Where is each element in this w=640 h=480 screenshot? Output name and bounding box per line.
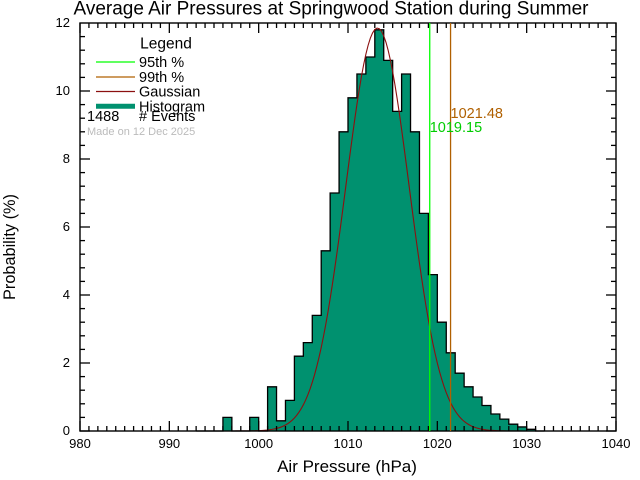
svg-text:95th %: 95th % (139, 55, 184, 71)
svg-text:Air Pressure (hPa): Air Pressure (hPa) (277, 457, 417, 476)
svg-text:Made on 12 Dec 2025: Made on 12 Dec 2025 (87, 126, 195, 138)
svg-text:12: 12 (56, 15, 70, 30)
svg-text:Gaussian: Gaussian (139, 85, 200, 101)
svg-text:4: 4 (63, 287, 70, 302)
svg-text:0: 0 (63, 423, 70, 438)
svg-text:2: 2 (63, 355, 70, 370)
svg-text:980: 980 (69, 436, 91, 451)
svg-text:990: 990 (158, 436, 180, 451)
svg-text:10: 10 (56, 83, 70, 98)
svg-text:8: 8 (63, 151, 70, 166)
svg-text:Probability (%): Probability (%) (1, 194, 19, 300)
svg-text:1000: 1000 (244, 436, 273, 451)
svg-text:1010: 1010 (334, 436, 363, 451)
svg-text:# Events: # Events (139, 109, 195, 125)
svg-text:1019.15: 1019.15 (430, 120, 482, 136)
svg-text:1020: 1020 (423, 436, 452, 451)
svg-text:6: 6 (63, 219, 70, 234)
svg-text:Legend: Legend (140, 36, 192, 53)
svg-text:Average Air Pressures at Sprin: Average Air Pressures at Springwood Stat… (73, 0, 589, 20)
svg-text:1040: 1040 (602, 436, 631, 451)
svg-text:1488: 1488 (87, 109, 119, 125)
svg-text:1030: 1030 (512, 436, 541, 451)
